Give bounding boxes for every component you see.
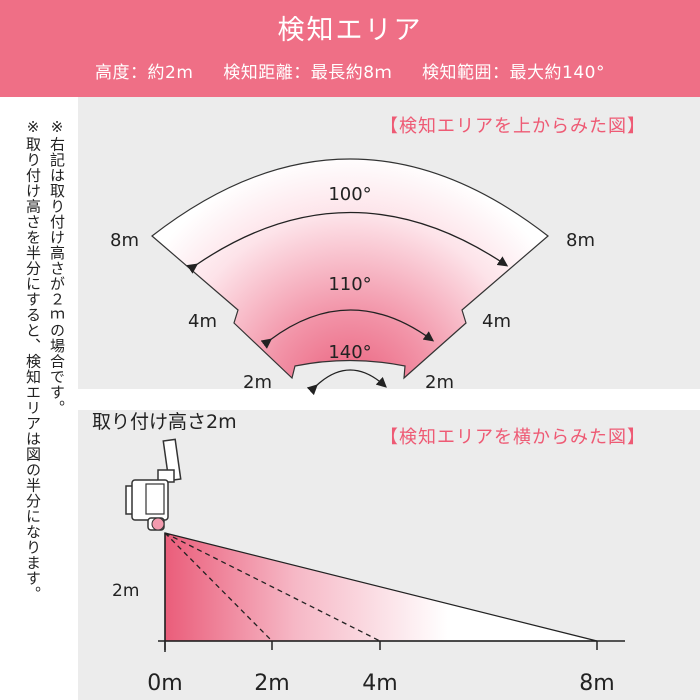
angle-arc-inner bbox=[306, 369, 387, 396]
angle-spec: 検知範囲：最大約140° bbox=[422, 63, 605, 83]
tick-label-4m: 4m bbox=[362, 671, 397, 696]
reach-line-4m bbox=[164, 532, 381, 642]
side-note: ※右記は取り付け高さが２ｍの場合です。 ※取り付け高さを半分にすると、検知エリア… bbox=[18, 118, 66, 638]
top-view-label: 【検知エリアを上からみた図】 bbox=[380, 116, 646, 137]
spec-line: 高度：約2m 検知距離：最長約8ｍ 検知範囲：最大約140° bbox=[0, 58, 700, 83]
dist-label-outer-right: 8m bbox=[566, 230, 595, 251]
mount-height-label: 取り付け高さ2m bbox=[92, 411, 237, 433]
height-label: 2m bbox=[112, 581, 139, 601]
angle-label-middle: 110° bbox=[328, 274, 371, 295]
dist-label-outer-left: 8m bbox=[110, 230, 139, 251]
side-view-label: 【検知エリアを横からみた図】 bbox=[380, 427, 646, 448]
dist-label-middle-right: 4m bbox=[482, 311, 511, 332]
height-spec: 高度：約2m bbox=[95, 63, 194, 83]
note-line-2: ※取り付け高さを半分にすると、検知エリアは図の半分になります。 bbox=[24, 118, 42, 602]
dist-label-middle-left: 4m bbox=[188, 311, 217, 332]
page-title: 検知エリア bbox=[277, 15, 423, 46]
tick-label-2m: 2m bbox=[254, 671, 289, 696]
header-banner: 検知エリア 高度：約2m 検知距離：最長約8ｍ 検知範囲：最大約140° bbox=[0, 0, 700, 97]
tick-label-8m: 8m bbox=[579, 671, 614, 696]
dist-label-inner-left: 2m bbox=[243, 372, 272, 393]
distance-spec: 検知距離：最長約8ｍ bbox=[223, 63, 393, 83]
sensor-light-icon bbox=[125, 438, 182, 531]
tick-label-0m: 0m bbox=[147, 671, 182, 696]
angle-label-inner: 140° bbox=[328, 342, 371, 363]
angle-label-outer: 100° bbox=[328, 184, 371, 205]
angle-arc-outer bbox=[186, 211, 509, 274]
dist-label-inner-right: 2m bbox=[425, 372, 454, 393]
angle-arc-middle bbox=[260, 309, 435, 349]
side-detection-zone bbox=[164, 532, 598, 642]
reach-line-2m bbox=[164, 532, 273, 642]
note-line-1: ※右記は取り付け高さが２ｍの場合です。 bbox=[48, 118, 66, 416]
